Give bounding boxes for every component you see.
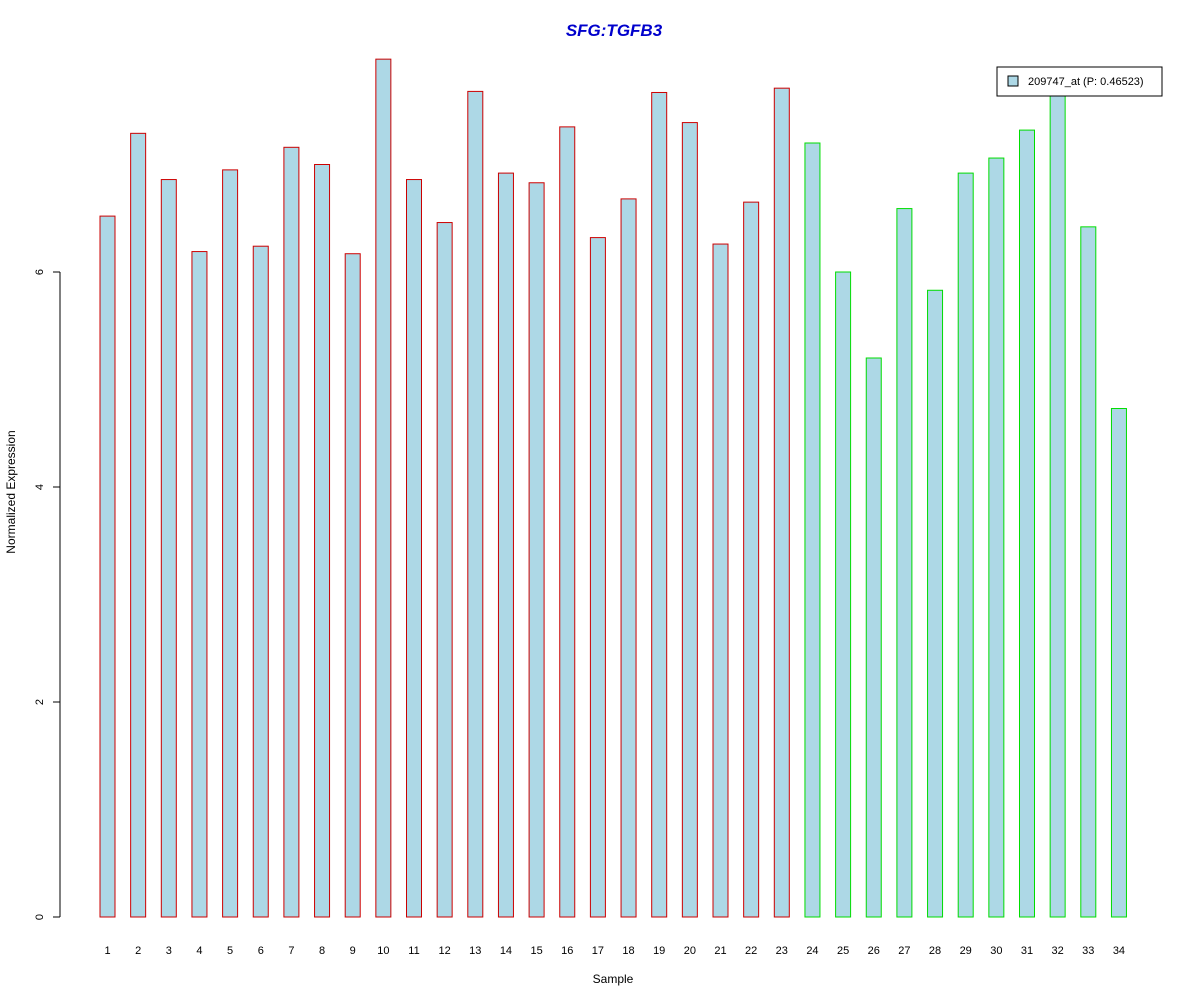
x-tick-label: 34: [1113, 945, 1125, 957]
x-tick-label: 8: [319, 945, 325, 957]
y-tick-label: 0: [34, 914, 46, 920]
bars: [99, 58, 1127, 918]
bar-sample-8: [314, 164, 331, 918]
x-tick-label: 25: [837, 945, 849, 957]
x-axis-label: Sample: [593, 972, 634, 986]
bar-sample-4: [191, 251, 208, 918]
x-tick-label: 16: [561, 945, 573, 957]
x-tick-labels: 1 2 3 4 5 6 7 8 9 10 11 12 13 14 15 16 17 18 19 20 21 22 23 24 2…: [104, 945, 1125, 957]
bar-sample-20: [681, 122, 698, 918]
x-tick-label: 31: [1021, 945, 1033, 957]
x-tick-label: 33: [1082, 945, 1094, 957]
bar-sample-23: [773, 87, 790, 918]
x-tick-label: 13: [469, 945, 481, 957]
chart-title: SFG:TGFB3: [566, 21, 663, 40]
x-tick-label: 7: [288, 945, 294, 957]
x-tick-label: 32: [1052, 945, 1064, 957]
x-tick-label: 19: [653, 945, 665, 957]
bar-sample-30: [988, 157, 1005, 918]
x-tick-label: 9: [350, 945, 356, 957]
x-tick-label: 27: [898, 945, 910, 957]
bar-sample-17: [589, 237, 606, 918]
x-tick-label: 11: [408, 945, 419, 957]
bar-sample-12: [436, 222, 453, 918]
x-tick-label: 22: [745, 945, 757, 957]
y-tick-label: 4: [34, 484, 46, 490]
bar-sample-2: [130, 132, 147, 918]
x-tick-label: 6: [258, 945, 264, 957]
bar-sample-7: [283, 146, 300, 918]
bar-sample-31: [1019, 129, 1035, 918]
x-tick-label: 5: [227, 945, 233, 957]
y-axis: 0 2 4 6: [34, 269, 61, 920]
x-tick-label: 14: [500, 945, 512, 957]
legend-swatch: [1007, 75, 1019, 87]
x-tick-label: 2: [135, 945, 141, 957]
x-tick-label: 23: [776, 945, 788, 957]
x-tick-label: 26: [868, 945, 880, 957]
bar-sample-34: [1110, 408, 1127, 918]
legend-series-label: 209747_at (P: 0.46523): [1028, 76, 1144, 88]
bar-sample-10: [375, 58, 392, 918]
x-tick-label: 12: [439, 945, 451, 957]
x-tick-label: 10: [377, 945, 389, 957]
x-tick-label: 28: [929, 945, 941, 957]
bar-sample-27: [896, 208, 913, 918]
bar-sample-28: [927, 289, 944, 918]
x-tick-label: 18: [622, 945, 634, 957]
legend: 209747_at (P: 0.46523): [996, 66, 1163, 97]
bar-sample-25: [835, 271, 852, 918]
bar-sample-33: [1080, 226, 1097, 918]
bar-sample-18: [620, 198, 637, 918]
legend-box: [996, 66, 1163, 97]
x-tick-label: 1: [104, 945, 110, 957]
y-tick-label: 2: [34, 699, 46, 705]
bar-sample-14: [497, 172, 514, 918]
y-tick-label: 6: [34, 269, 46, 275]
bar-sample-32: [1049, 95, 1066, 918]
x-tick-label: 20: [684, 945, 696, 957]
x-tick-label: 17: [592, 945, 604, 957]
bar-sample-5: [222, 169, 239, 918]
bar-sample-11: [406, 179, 422, 918]
x-tick-label: 30: [990, 945, 1002, 957]
bar-sample-19: [651, 91, 668, 918]
bar-sample-22: [743, 201, 760, 918]
bar-sample-3: [160, 179, 177, 918]
bar-sample-24: [804, 142, 821, 918]
y-axis-label: Normalized Expression: [4, 430, 18, 553]
x-tick-label: 21: [714, 945, 726, 957]
x-tick-label: 15: [530, 945, 542, 957]
bar-sample-1: [99, 215, 116, 918]
x-tick-label: 4: [196, 945, 202, 957]
x-tick-label: 24: [806, 945, 818, 957]
bar-sample-16: [559, 126, 576, 918]
bar-sample-26: [865, 357, 882, 918]
bar-sample-6: [252, 245, 269, 918]
bar-sample-9: [344, 253, 361, 918]
bar-sample-15: [528, 182, 545, 918]
bar-sample-29: [957, 172, 974, 918]
bar-sample-13: [467, 90, 484, 918]
bar-sample-21: [712, 243, 729, 918]
x-tick-label: 29: [960, 945, 972, 957]
x-tick-label: 3: [166, 945, 172, 957]
